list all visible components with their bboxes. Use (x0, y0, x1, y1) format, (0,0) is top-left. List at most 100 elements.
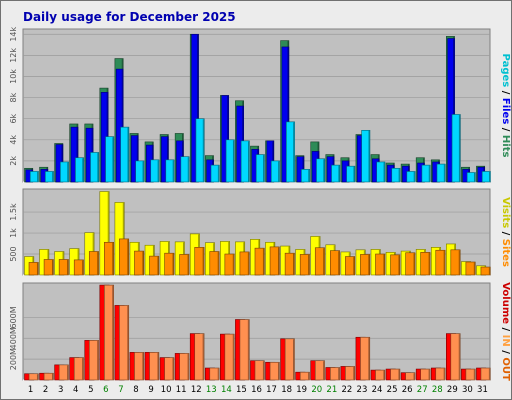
day-label: 22 (341, 385, 352, 395)
bar-sites-shade (383, 254, 385, 275)
bar-pages-shade (217, 165, 219, 182)
bar-pages-shade (278, 161, 280, 182)
bar-files-shade (166, 137, 168, 182)
day-label: 18 (281, 385, 292, 395)
bar-sites-shade (187, 254, 189, 275)
bar-sites-shade (247, 252, 249, 275)
bar-out (149, 352, 160, 381)
bar-out-shade (67, 365, 69, 380)
bar-out (360, 336, 371, 381)
bar-sites-shade (368, 254, 370, 275)
bar-out (269, 361, 280, 381)
bar-files (221, 95, 229, 183)
bar-out-shade (52, 373, 54, 380)
bar-out-shade (488, 368, 490, 380)
bar-sites-shade (473, 262, 475, 275)
bar-out-shade (293, 339, 295, 380)
bar-out (134, 352, 145, 381)
bar-pages (135, 160, 145, 183)
bar-sites (104, 241, 114, 276)
bar-out-shade (142, 352, 144, 380)
bar-pages (75, 157, 85, 183)
bar-sites (480, 266, 491, 276)
bar-out (88, 340, 99, 381)
bar-sites-shade (277, 247, 279, 275)
bar-pages (60, 161, 69, 183)
bar-out-shade (323, 361, 325, 380)
bar-files-shade (227, 95, 229, 182)
bar-sites-shade (323, 248, 325, 275)
bar-out (435, 367, 446, 381)
bar-pages (90, 152, 100, 183)
bar-sites-shade (398, 255, 400, 275)
bar-out (390, 368, 401, 381)
bar-pages-shade (458, 114, 460, 182)
bar-out (299, 371, 310, 381)
bar-pages (44, 171, 54, 183)
bar-pages (376, 161, 386, 183)
bar-files (115, 68, 124, 183)
bar-out-shade (202, 334, 204, 380)
bar-sites-shade (52, 259, 54, 275)
bar-pages (29, 171, 39, 183)
side-label-part: Files (500, 98, 511, 124)
day-label: 10 (161, 385, 172, 395)
day-label: 24 (372, 385, 383, 395)
bar-out-shade (277, 362, 279, 380)
bar-visits-shade (107, 192, 109, 275)
bar-sites (119, 238, 130, 276)
bar-files (70, 126, 79, 183)
day-label: 13 (206, 385, 217, 395)
bar-out-shade (247, 320, 249, 380)
side-label-part: Sites (500, 239, 511, 267)
bar-pages-shade (97, 152, 99, 182)
bar-sites (314, 247, 325, 276)
bar-sites (254, 247, 265, 276)
bar-out (345, 366, 356, 381)
day-label: 21 (326, 385, 337, 395)
day-label: 1 (28, 385, 33, 395)
bar-files (447, 38, 455, 183)
bar-pages-shade (232, 140, 234, 182)
bar-pages-shade (323, 159, 325, 182)
bar-pages-shade (172, 160, 174, 182)
day-label: 15 (236, 385, 247, 395)
bar-sites (345, 256, 356, 276)
bar-out (480, 367, 491, 381)
bar-sites (284, 252, 295, 276)
bar-out-shade (413, 373, 415, 380)
bar-sites (239, 251, 250, 276)
bar-sites-shade (36, 262, 38, 275)
bar-out (43, 372, 54, 381)
bar-sites-shade (217, 252, 219, 275)
bar-out (465, 368, 476, 381)
bar-out-shade (262, 361, 264, 380)
tick-label-hits-files-pages: 10k (9, 69, 18, 84)
side-label-visits-sites: Visits / Sites (500, 197, 511, 267)
bar-pages (270, 160, 280, 183)
bar-out (450, 333, 461, 381)
bar-files (191, 33, 199, 183)
bar-pages (165, 159, 175, 183)
bar-sites-shade (142, 251, 144, 275)
bar-out (164, 357, 175, 381)
bar-out-shade (473, 369, 475, 380)
bar-out (119, 305, 130, 381)
bar-pages (150, 159, 160, 183)
bar-out (58, 364, 69, 381)
bar-out (239, 319, 250, 381)
bar-files-shade (76, 127, 78, 182)
tick-label-visits-sites: 1.5k (9, 203, 18, 221)
bar-out (314, 360, 325, 381)
side-label-part: / (500, 228, 511, 239)
bar-out-shade (232, 334, 234, 380)
day-label: 29 (447, 385, 458, 395)
bar-pages-shade (293, 122, 295, 182)
day-label: 12 (191, 385, 202, 395)
bar-sites (134, 250, 145, 276)
bar-pages-shade (443, 164, 445, 182)
bar-sites (465, 261, 476, 276)
bar-sites-shade (97, 252, 99, 275)
bar-pages (180, 156, 190, 183)
